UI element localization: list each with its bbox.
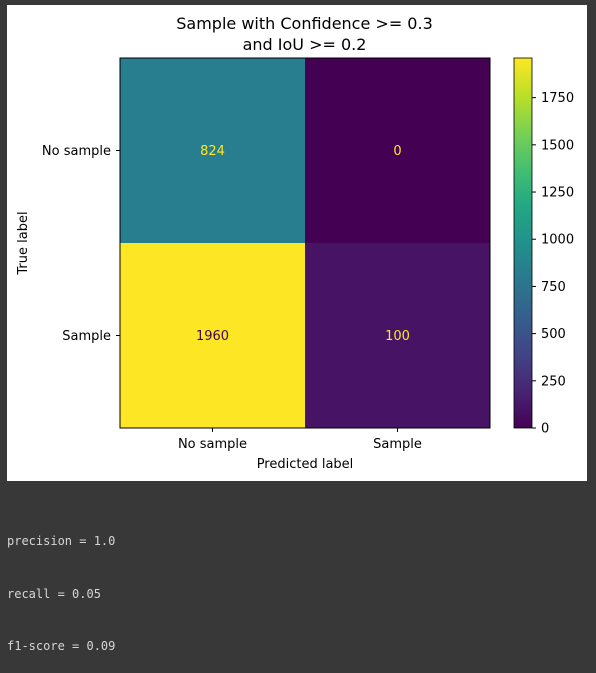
console-output: precision = 1.0 recall = 0.05 f1-score =… (7, 498, 115, 673)
confusion-matrix-chart: Sample with Confidence >= 0.3 and IoU >=… (16, 14, 574, 472)
plot-frame (119, 57, 491, 429)
y-axis-label: True label (16, 211, 31, 275)
colorbar-tick-label: 0 (541, 422, 549, 437)
x-tick-label: Sample (373, 437, 422, 452)
matrix-cell-value: 100 (385, 329, 410, 344)
x-tick-label: No sample (178, 437, 247, 452)
chart-title-line-1: Sample with Confidence >= 0.3 (176, 14, 433, 33)
f1-score-output-line: f1-score = 0.09 (7, 639, 116, 653)
y-tick-label: Sample (62, 329, 111, 344)
colorbar-tick-label: 500 (541, 327, 566, 342)
matrix-cell (305, 58, 490, 243)
colorbar-tick-label: 1750 (541, 91, 574, 106)
x-axis-ticks: No sample Sample (178, 428, 422, 452)
colorbar-tick-label: 250 (541, 374, 566, 389)
x-axis-label: Predicted label (257, 457, 354, 472)
matrix-cell (120, 58, 305, 243)
recall-output-line: recall = 0.05 (7, 586, 101, 601)
matrix-cell-value: 824 (200, 144, 225, 159)
colorbar-tick-label: 1500 (541, 138, 574, 153)
matrix-cell-value: 1960 (196, 329, 229, 344)
colorbar-ticks: 0 250 500 750 1000 1250 1500 1750 (532, 91, 574, 437)
colorbar-tick-label: 1250 (541, 186, 574, 201)
matrix-cell (305, 243, 490, 428)
colorbar (513, 57, 533, 429)
matrix-cells: 824 0 1960 100 (120, 58, 490, 428)
matrix-cell-value: 0 (393, 144, 401, 159)
y-tick-label: No sample (42, 144, 111, 159)
chart-title-line-2: and IoU >= 0.2 (243, 35, 367, 54)
colorbar-tick-label: 750 (541, 280, 566, 295)
precision-output-line: precision = 1.0 (7, 534, 116, 548)
y-axis-ticks: No sample Sample (42, 144, 120, 344)
matrix-cell (120, 243, 305, 428)
confusion-matrix-figure: Sample with Confidence >= 0.3 and IoU >=… (7, 5, 587, 481)
colorbar-tick-label: 1000 (541, 233, 574, 248)
